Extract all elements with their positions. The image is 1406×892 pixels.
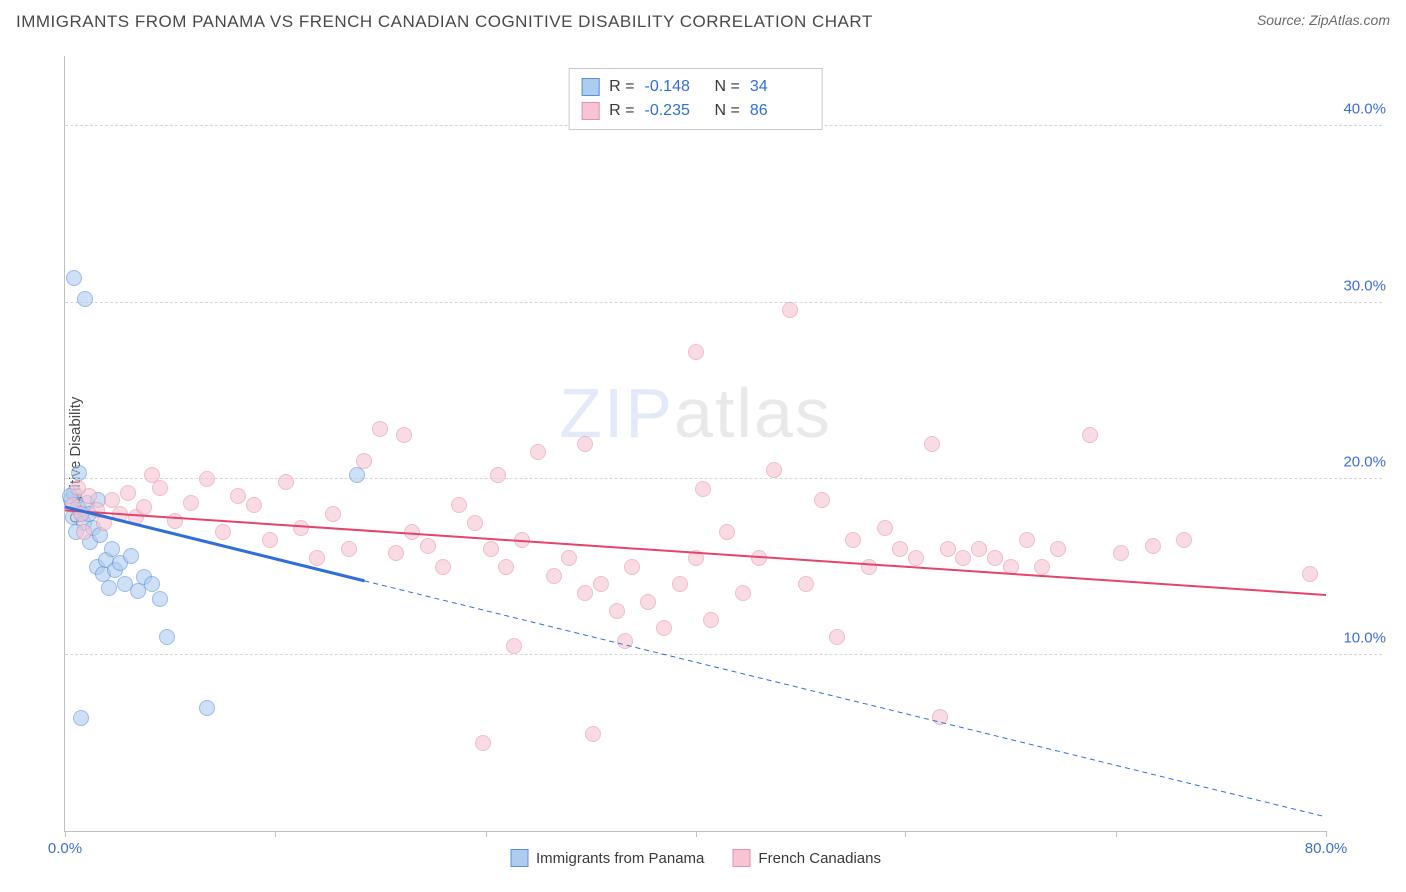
swatch-series1 (581, 78, 599, 96)
stat-n-label-2: N = (715, 99, 740, 123)
stat-r-val-1: -0.148 (645, 75, 705, 99)
y-tick-label: 20.0% (1343, 453, 1386, 470)
y-tick-label: 30.0% (1343, 277, 1386, 294)
chart-title: IMMIGRANTS FROM PANAMA VS FRENCH CANADIA… (16, 12, 873, 32)
stat-n-val-1: 34 (750, 75, 810, 99)
x-tick-label: 0.0% (48, 840, 82, 857)
swatch-series1-bottom (510, 849, 528, 867)
x-tick (1326, 831, 1327, 837)
x-tick-label: 80.0% (1305, 840, 1348, 857)
stat-r-val-2: -0.235 (645, 99, 705, 123)
swatch-series2 (581, 102, 599, 120)
stats-legend: R = -0.148 N = 34 R = -0.235 N = 86 (568, 68, 823, 130)
legend-label-1: Immigrants from Panama (536, 850, 704, 867)
stat-n-label: N = (715, 75, 740, 99)
x-tick (65, 831, 66, 837)
trend-lines (65, 56, 1326, 831)
legend-item-2: French Canadians (732, 849, 881, 867)
stats-row-1: R = -0.148 N = 34 (581, 75, 810, 99)
swatch-series2-bottom (732, 849, 750, 867)
bottom-legend: Immigrants from Panama French Canadians (510, 849, 881, 867)
stats-row-2: R = -0.235 N = 86 (581, 99, 810, 123)
legend-item-1: Immigrants from Panama (510, 849, 704, 867)
x-tick (486, 831, 487, 837)
legend-label-2: French Canadians (758, 850, 881, 867)
stat-r-label: R = (609, 75, 634, 99)
x-tick (275, 831, 276, 837)
x-tick (696, 831, 697, 837)
stat-n-val-2: 86 (750, 99, 810, 123)
y-tick-label: 10.0% (1343, 629, 1386, 646)
plot-area: ZIPatlas R = -0.148 N = 34 R = -0.235 N … (64, 56, 1326, 832)
stat-r-label-2: R = (609, 99, 634, 123)
y-tick-label: 40.0% (1343, 101, 1386, 118)
x-tick (1116, 831, 1117, 837)
chart-container: Cognitive Disability ZIPatlas R = -0.148… (16, 44, 1390, 876)
source-label: Source: ZipAtlas.com (1257, 12, 1390, 28)
x-tick (905, 831, 906, 837)
